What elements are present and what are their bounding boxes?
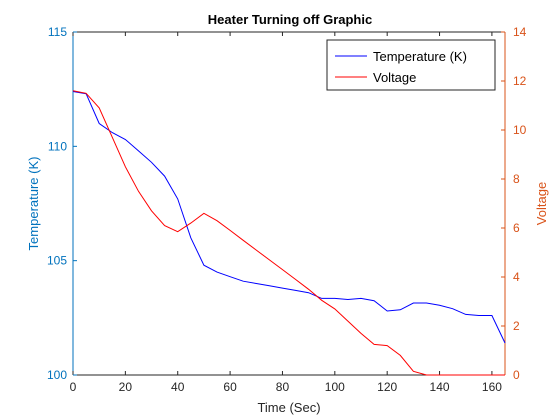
x-tick-label: 100 xyxy=(325,380,345,394)
series-line-voltage xyxy=(72,90,505,376)
right-y-tick-label: 10 xyxy=(513,123,527,137)
right-y-tick-label: 12 xyxy=(513,74,527,88)
x-axis-label: Time (Sec) xyxy=(257,400,320,415)
x-tick-label: 0 xyxy=(70,380,77,394)
left-y-tick-label: 100 xyxy=(47,368,67,382)
left-y-tick-label: 105 xyxy=(47,254,67,268)
x-tick-label: 20 xyxy=(119,380,133,394)
x-tick-label: 60 xyxy=(223,380,237,394)
x-tick-label: 80 xyxy=(276,380,290,394)
right-y-tick-label: 14 xyxy=(513,25,527,39)
legend-label: Temperature (K) xyxy=(373,49,467,64)
right-y-tick-label: 6 xyxy=(513,221,520,235)
series-line-temperature xyxy=(72,91,506,344)
right-y-tick-label: 0 xyxy=(513,368,520,382)
right-y-tick-label: 4 xyxy=(513,270,520,284)
legend-label: Voltage xyxy=(373,70,416,85)
right-y-tick-label: 8 xyxy=(513,172,520,186)
x-tick-label: 140 xyxy=(430,380,450,394)
x-tick-label: 40 xyxy=(171,380,185,394)
x-tick-label: 160 xyxy=(482,380,502,394)
right-y-tick-label: 2 xyxy=(513,319,520,333)
left-y-tick-label: 115 xyxy=(48,25,67,39)
left-y-tick-label: 110 xyxy=(48,139,67,153)
legend-box xyxy=(326,39,496,91)
chart-title: Heater Turning off Graphic xyxy=(208,12,372,27)
right-y-axis-label: Voltage xyxy=(534,182,549,225)
x-tick-label: 120 xyxy=(377,380,397,394)
left-y-axis-label: Temperature (K) xyxy=(26,157,41,251)
